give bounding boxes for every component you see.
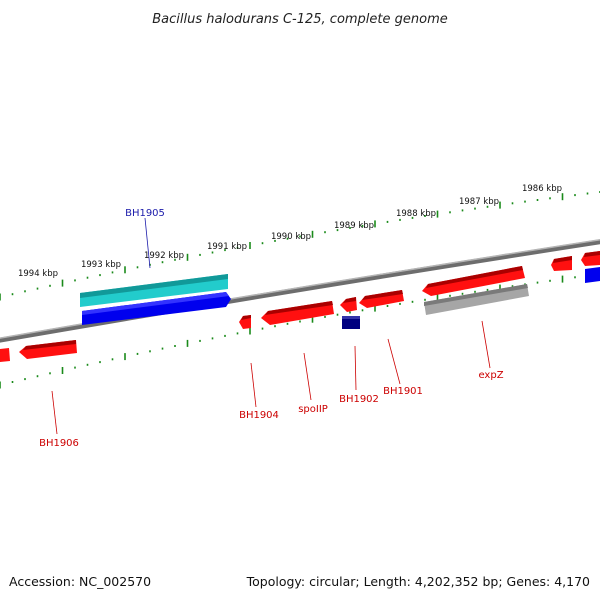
scale-labels: 1986 kbp 1987 kbp 1988 kbp 1989 kbp 1990… [18,184,562,279]
scale-label: 1990 kbp [271,232,311,242]
page-title: Bacillus halodurans C-125, complete geno… [152,12,448,27]
topology-text: Topology: circular; Length: 4,202,352 bp… [246,574,590,589]
gene-label-bh1906[interactable]: BH1906 [39,438,79,449]
genome-backbone [0,239,600,343]
scale-label: 1993 kbp [81,260,121,270]
inner-scale-track [0,273,600,389]
accession-text: Accession: NC_002570 [9,574,151,589]
scale-label: 1988 kbp [396,209,436,219]
outer-scale-track [0,191,600,301]
scale-label: 1987 kbp [459,197,499,207]
gene-features[interactable] [0,251,600,362]
gene-label-bh1905[interactable]: BH1905 [125,208,165,219]
scale-label: 1991 kbp [207,242,247,252]
cds-left-edge[interactable] [0,348,10,362]
gene-label-expz[interactable]: expZ [478,370,503,381]
gene-label-spoiip[interactable]: spoIIP [298,404,328,415]
cds-right-3[interactable] [585,267,600,283]
gene-label-bh1901[interactable]: BH1901 [383,386,423,397]
gene-labels: BH1905 BH1904 spoIIP BH1902 BH1901 expZ … [39,208,504,449]
scale-label: 1989 kbp [334,221,374,231]
scale-label: 1994 kbp [18,269,58,279]
gene-label-bh1904[interactable]: BH1904 [239,410,279,421]
scale-label: 1986 kbp [522,184,562,194]
gene-label-bh1902[interactable]: BH1902 [339,394,379,405]
label-leaders [51,217,491,435]
scale-label: 1992 kbp [144,251,184,261]
cds-bh1902[interactable] [342,316,360,329]
